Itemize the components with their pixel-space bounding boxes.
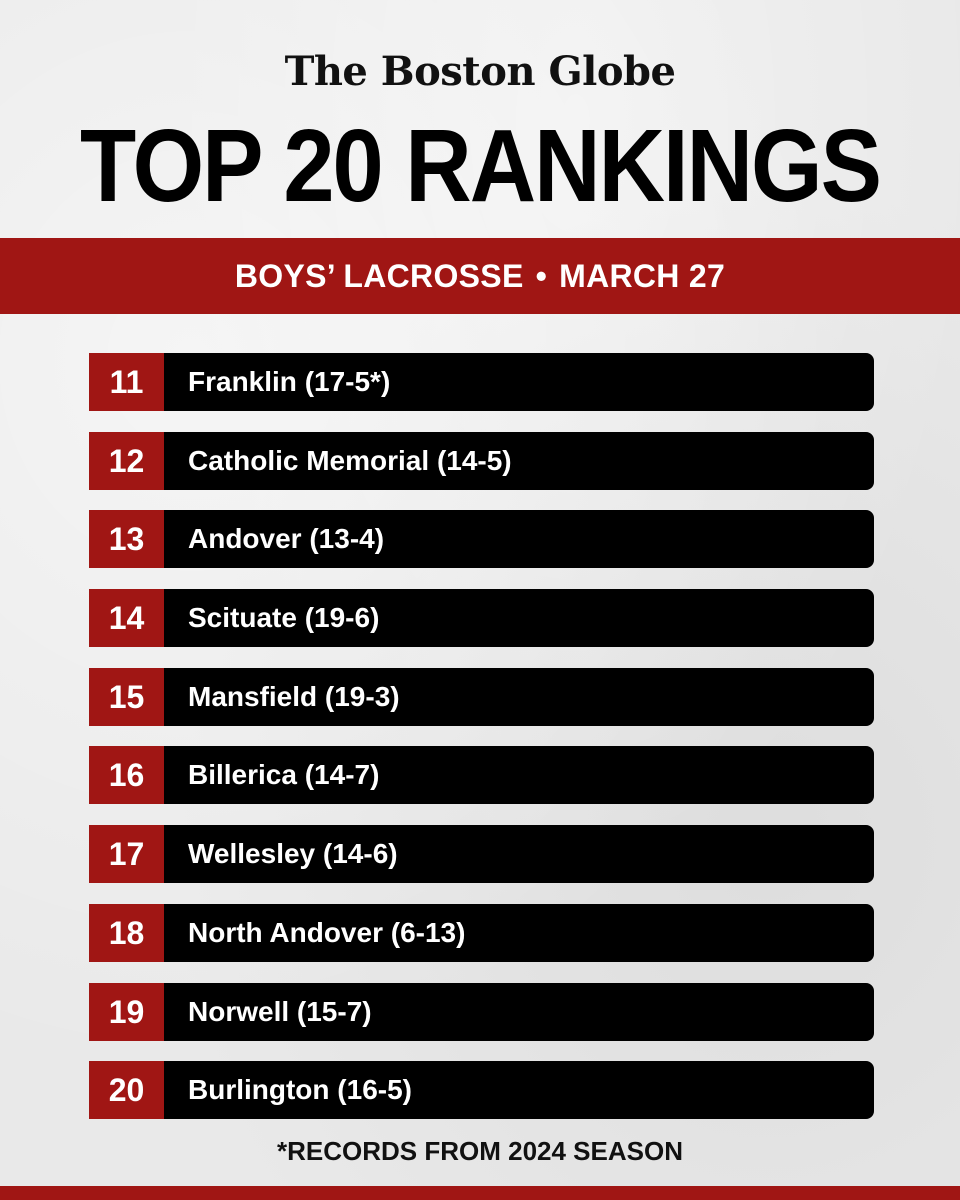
bottom-accent-bar — [0, 1186, 960, 1200]
team-name: Billerica (14-7) — [164, 746, 874, 804]
category-banner: BOYS’ LACROSSE • MARCH 27 — [0, 238, 960, 314]
rank-number: 16 — [89, 746, 164, 804]
ranking-row: 18 North Andover (6-13) — [89, 904, 874, 962]
rank-number: 15 — [89, 668, 164, 726]
separator-dot: • — [535, 257, 548, 294]
rank-number: 13 — [89, 510, 164, 568]
team-name: Andover (13-4) — [164, 510, 874, 568]
ranking-row: 13 Andover (13-4) — [89, 510, 874, 568]
team-name: Wellesley (14-6) — [164, 825, 874, 883]
ranking-row: 19 Norwell (15-7) — [89, 983, 874, 1041]
masthead-logo: The Boston Globe — [284, 48, 676, 95]
team-name: Burlington (16-5) — [164, 1061, 874, 1119]
ranking-row: 14 Scituate (19-6) — [89, 589, 874, 647]
team-name: North Andover (6-13) — [164, 904, 874, 962]
sport-label: BOYS’ LACROSSE — [234, 257, 524, 294]
ranking-row: 11 Franklin (17-5*) — [89, 353, 874, 411]
ranking-row: 17 Wellesley (14-6) — [89, 825, 874, 883]
footnote: *RECORDS FROM 2024 SEASON — [277, 1136, 683, 1166]
rank-number: 20 — [89, 1061, 164, 1119]
rank-number: 18 — [89, 904, 164, 962]
rank-number: 19 — [89, 983, 164, 1041]
ranking-row: 16 Billerica (14-7) — [89, 746, 874, 804]
rank-number: 11 — [89, 353, 164, 411]
ranking-row: 20 Burlington (16-5) — [89, 1061, 874, 1119]
team-name: Franklin (17-5*) — [164, 353, 874, 411]
page-title: TOP 20 RANKINGS — [80, 109, 882, 224]
ranking-row: 15 Mansfield (19-3) — [89, 668, 874, 726]
rank-number: 14 — [89, 589, 164, 647]
date-label: MARCH 27 — [559, 257, 726, 294]
rank-number: 17 — [89, 825, 164, 883]
team-name: Catholic Memorial (14-5) — [164, 432, 874, 490]
ranking-row: 12 Catholic Memorial (14-5) — [89, 432, 874, 490]
team-name: Norwell (15-7) — [164, 983, 874, 1041]
team-name: Scituate (19-6) — [164, 589, 874, 647]
team-name: Mansfield (19-3) — [164, 668, 874, 726]
rank-number: 12 — [89, 432, 164, 490]
